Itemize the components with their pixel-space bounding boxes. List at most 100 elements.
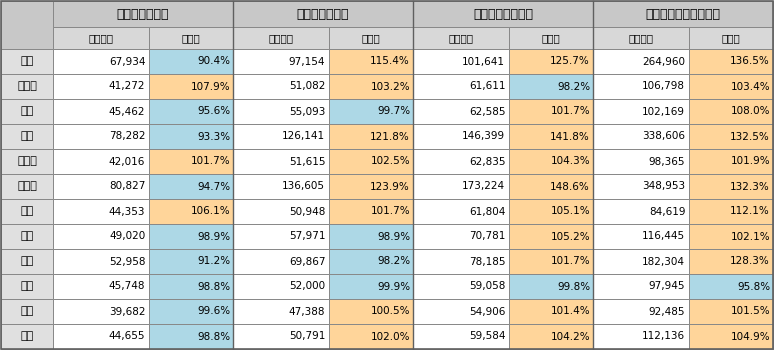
Bar: [690, 324, 773, 349]
Bar: [149, 124, 233, 149]
Text: 98.9%: 98.9%: [197, 231, 230, 242]
Bar: [53, 1, 233, 27]
Bar: [690, 274, 773, 299]
Text: 東海: 東海: [20, 231, 33, 242]
Bar: [53, 124, 149, 149]
Text: 128.3%: 128.3%: [730, 257, 770, 266]
Bar: [149, 27, 233, 49]
Bar: [53, 249, 149, 274]
Bar: [593, 249, 690, 274]
Text: 東北: 東北: [20, 106, 33, 117]
Bar: [413, 199, 509, 224]
Text: 52,958: 52,958: [109, 257, 146, 266]
Bar: [233, 274, 329, 299]
Text: 94.7%: 94.7%: [197, 182, 230, 191]
Text: 136,605: 136,605: [283, 182, 325, 191]
Bar: [329, 324, 413, 349]
Text: 95.6%: 95.6%: [197, 106, 230, 117]
Bar: [149, 199, 233, 224]
Bar: [53, 27, 149, 49]
Text: 平均賃料: 平均賃料: [269, 33, 293, 43]
Text: 173,224: 173,224: [462, 182, 505, 191]
Bar: [53, 324, 149, 349]
Bar: [593, 274, 690, 299]
Text: 前年比: 前年比: [361, 33, 381, 43]
Text: 97,945: 97,945: [649, 281, 685, 292]
Bar: [690, 199, 773, 224]
Text: 148.6%: 148.6%: [550, 182, 590, 191]
Text: 前年比: 前年比: [542, 33, 560, 43]
Text: 59,584: 59,584: [469, 331, 505, 342]
Bar: [509, 49, 593, 74]
Bar: [233, 199, 329, 224]
Bar: [329, 149, 413, 174]
Bar: [53, 149, 149, 174]
Bar: [53, 299, 149, 324]
Bar: [690, 299, 773, 324]
Text: 98.2%: 98.2%: [557, 82, 590, 91]
Bar: [413, 324, 509, 349]
Text: 100.5%: 100.5%: [371, 307, 410, 316]
Text: 338,606: 338,606: [642, 132, 685, 141]
Bar: [53, 74, 149, 99]
Bar: [593, 74, 690, 99]
Text: 104.3%: 104.3%: [550, 156, 590, 167]
Text: 106.1%: 106.1%: [190, 206, 230, 217]
Bar: [233, 224, 329, 249]
Bar: [149, 249, 233, 274]
Text: 99.8%: 99.8%: [557, 281, 590, 292]
Bar: [149, 299, 233, 324]
Bar: [413, 99, 509, 124]
Bar: [413, 224, 509, 249]
Bar: [1, 149, 53, 174]
Text: 141.8%: 141.8%: [550, 132, 590, 141]
Text: 116,445: 116,445: [642, 231, 685, 242]
Text: 62,835: 62,835: [469, 156, 505, 167]
Text: 78,185: 78,185: [469, 257, 505, 266]
Text: 99.9%: 99.9%: [377, 281, 410, 292]
Bar: [690, 124, 773, 149]
Text: 39,682: 39,682: [109, 307, 146, 316]
Text: ファミリータイプ: ファミリータイプ: [473, 7, 533, 21]
Bar: [593, 99, 690, 124]
Text: 103.2%: 103.2%: [371, 82, 410, 91]
Bar: [329, 224, 413, 249]
Text: 90.4%: 90.4%: [197, 56, 230, 66]
Text: 98.2%: 98.2%: [377, 257, 410, 266]
Bar: [53, 274, 149, 299]
Text: 102.1%: 102.1%: [731, 231, 770, 242]
Bar: [329, 27, 413, 49]
Bar: [149, 149, 233, 174]
Bar: [329, 299, 413, 324]
Bar: [593, 1, 773, 27]
Bar: [413, 27, 509, 49]
Text: 大型ファミリータイプ: 大型ファミリータイプ: [646, 7, 721, 21]
Bar: [1, 174, 53, 199]
Text: 四国: 四国: [20, 307, 33, 316]
Text: 91.2%: 91.2%: [197, 257, 230, 266]
Text: 平均賃料: 平均賃料: [628, 33, 654, 43]
Bar: [233, 1, 413, 27]
Bar: [509, 124, 593, 149]
Text: 近畿: 近畿: [20, 257, 33, 266]
Bar: [509, 99, 593, 124]
Text: 123.9%: 123.9%: [370, 182, 410, 191]
Text: 115.4%: 115.4%: [370, 56, 410, 66]
Bar: [53, 199, 149, 224]
Text: 前年比: 前年比: [722, 33, 741, 43]
Text: 132.5%: 132.5%: [730, 132, 770, 141]
Text: 99.7%: 99.7%: [377, 106, 410, 117]
Text: 北海道: 北海道: [17, 82, 37, 91]
Bar: [413, 249, 509, 274]
Bar: [233, 27, 329, 49]
Text: 九州: 九州: [20, 331, 33, 342]
Text: 51,615: 51,615: [289, 156, 325, 167]
Bar: [509, 324, 593, 349]
Text: 南関東: 南関東: [17, 182, 37, 191]
Text: 80,827: 80,827: [109, 182, 146, 191]
Text: 98,365: 98,365: [649, 156, 685, 167]
Text: 112,136: 112,136: [642, 331, 685, 342]
Bar: [593, 324, 690, 349]
Bar: [690, 27, 773, 49]
Bar: [690, 49, 773, 74]
